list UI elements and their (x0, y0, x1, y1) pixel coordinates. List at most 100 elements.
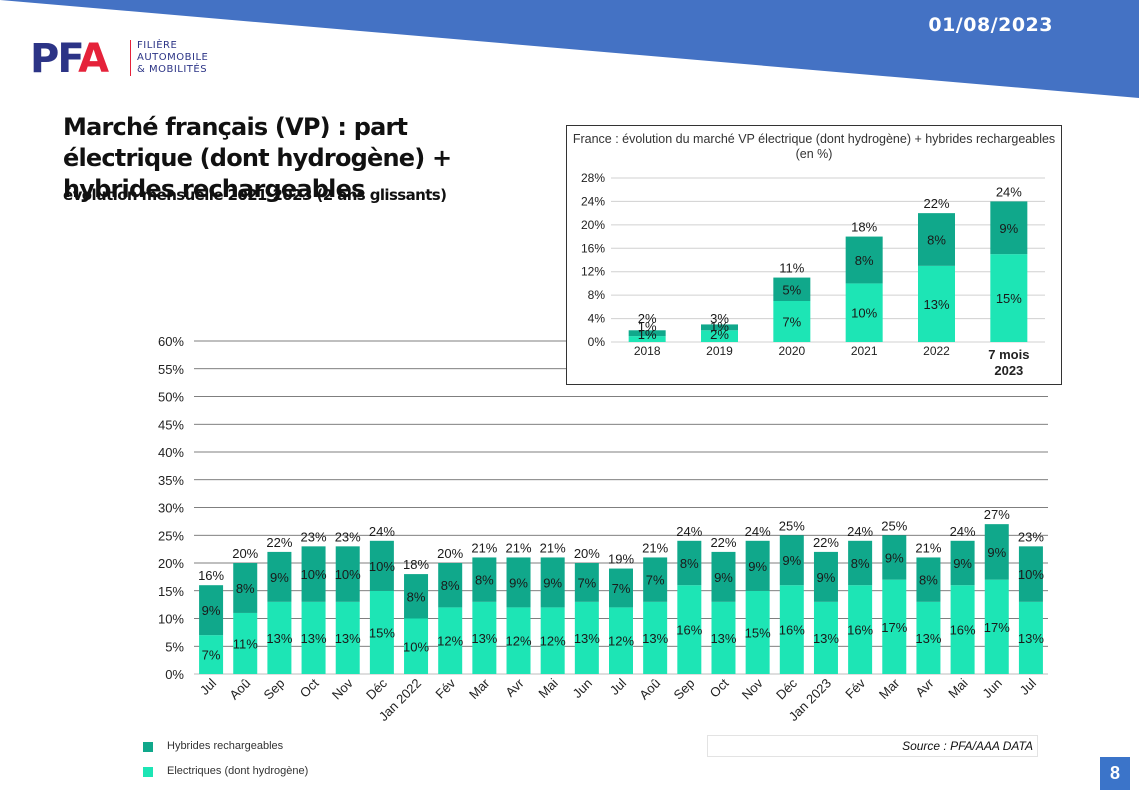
bar-label-electric: 17% (984, 620, 1010, 635)
inset-label-electric: 2% (710, 327, 729, 342)
bar-label-electric: 7% (202, 648, 221, 663)
bar-electric (1018, 601, 1043, 674)
inset-bar-electric (701, 330, 738, 342)
y-tick-label: 60% (158, 334, 184, 349)
bar-electric (301, 601, 326, 674)
bar-label-hybrid: 10% (335, 567, 361, 582)
bar-total-label: 24% (950, 524, 976, 539)
bar-hybrid (848, 540, 873, 586)
inset-total-label: 22% (923, 196, 949, 211)
y-tick-label: 50% (158, 390, 184, 405)
inset-x-tick-label: 2021 (851, 344, 878, 358)
x-tick-label: Jun (570, 676, 595, 701)
bar-hybrid (745, 540, 770, 591)
bar-total-label: 22% (813, 535, 839, 550)
bar-label-hybrid: 9% (543, 575, 562, 590)
annual-chart-title: France : évolution du marché VP électriq… (572, 132, 1056, 161)
logo-line-2: AUTOMOBILE (137, 52, 209, 63)
bar-total-label: 21% (540, 540, 566, 555)
bar-hybrid (984, 524, 1009, 580)
bar-hybrid (813, 551, 838, 602)
inset-label-electric: 13% (923, 297, 949, 312)
x-tick-label: Aoû (226, 676, 253, 703)
x-tick-label: Jun (979, 676, 1004, 701)
bar-total-label: 22% (710, 535, 736, 550)
bar-label-electric: 13% (574, 631, 600, 646)
bar-label-electric: 16% (779, 623, 805, 638)
bar-total-label: 20% (232, 546, 258, 561)
bar-electric (916, 601, 941, 674)
bar-label-hybrid: 9% (714, 570, 733, 585)
bar-hybrid (199, 585, 224, 636)
bar-label-hybrid: 8% (919, 573, 938, 588)
inset-y-tick-label: 4% (588, 312, 606, 326)
inset-bar-hybrid (845, 236, 883, 284)
y-tick-label: 30% (158, 501, 184, 516)
inset-bar-electric (773, 301, 811, 342)
bar-hybrid (882, 535, 907, 580)
bar-total-label: 22% (266, 535, 292, 550)
bar-label-electric: 16% (950, 623, 976, 638)
inset-label-hybrid: 9% (999, 221, 1018, 236)
inset-bar-electric (845, 283, 883, 342)
bar-label-hybrid: 10% (1018, 567, 1044, 582)
bar-hybrid (779, 535, 804, 586)
bar-hybrid (506, 557, 531, 608)
bar-electric (609, 607, 633, 674)
inset-bar-hybrid (628, 330, 666, 337)
bar-total-label: 21% (471, 540, 497, 555)
bar-label-electric: 13% (471, 631, 497, 646)
bar-electric (472, 601, 497, 674)
inset-label-electric: 1% (638, 327, 657, 342)
header-banner (0, 0, 1139, 98)
x-tick-label: Mai (945, 675, 970, 700)
bar-label-electric: 13% (710, 631, 736, 646)
annual-share-chart: 0%4%8%12%16%20%24%28%1%1%2%20182%1%3%201… (581, 171, 1045, 378)
bar-electric (711, 601, 736, 674)
legend-swatch-electric (143, 767, 153, 777)
bar-electric (984, 579, 1009, 674)
date-label: 01/08/2023 (928, 14, 1053, 36)
y-tick-label: 45% (158, 417, 184, 432)
bar-electric (199, 635, 224, 674)
logo-line-1: FILIÈRE (137, 40, 178, 51)
inset-y-tick-label: 12% (581, 265, 605, 279)
bar-electric (369, 590, 394, 674)
y-tick-label: 15% (158, 584, 184, 599)
bar-label-electric: 13% (266, 631, 292, 646)
bar-hybrid (404, 574, 429, 619)
bar-label-hybrid: 9% (987, 545, 1006, 560)
bar-total-label: 20% (437, 546, 463, 561)
bar-label-electric: 16% (676, 623, 702, 638)
bar-electric (267, 601, 292, 674)
bar-hybrid (233, 563, 258, 613)
x-tick-label: Fév (842, 675, 868, 701)
bar-label-hybrid: 9% (202, 603, 221, 618)
x-tick-label: Oct (297, 675, 322, 700)
inset-x-tick-label: 2018 (634, 344, 661, 358)
bar-electric (677, 585, 702, 674)
inset-y-tick-label: 24% (581, 194, 605, 208)
banner-shape (0, 0, 1139, 98)
logo-separator (130, 40, 131, 76)
bar-label-hybrid: 9% (748, 559, 767, 574)
x-tick-label: Jul (1017, 675, 1039, 697)
bar-label-electric: 11% (233, 636, 258, 651)
y-tick-label: 55% (158, 362, 184, 377)
bar-hybrid (472, 557, 497, 602)
bar-label-electric: 13% (301, 631, 327, 646)
inset-x-tick-label: 2022 (923, 344, 950, 358)
logo-pf: PF (30, 36, 80, 82)
bar-label-hybrid: 7% (577, 575, 596, 590)
bar-total-label: 21% (642, 540, 668, 555)
x-tick-label: Sep (261, 676, 288, 703)
x-tick-label: Sep (670, 676, 697, 703)
bar-hybrid (438, 563, 463, 608)
pfa-logo: PFA FILIÈRE AUTOMOBILE & MOBILITÉS (30, 32, 230, 82)
bar-label-electric: 15% (745, 625, 771, 640)
inset-y-tick-label: 20% (581, 218, 605, 232)
bar-hybrid (916, 557, 941, 602)
bar-electric (848, 585, 873, 674)
inset-y-tick-label: 8% (588, 288, 606, 302)
